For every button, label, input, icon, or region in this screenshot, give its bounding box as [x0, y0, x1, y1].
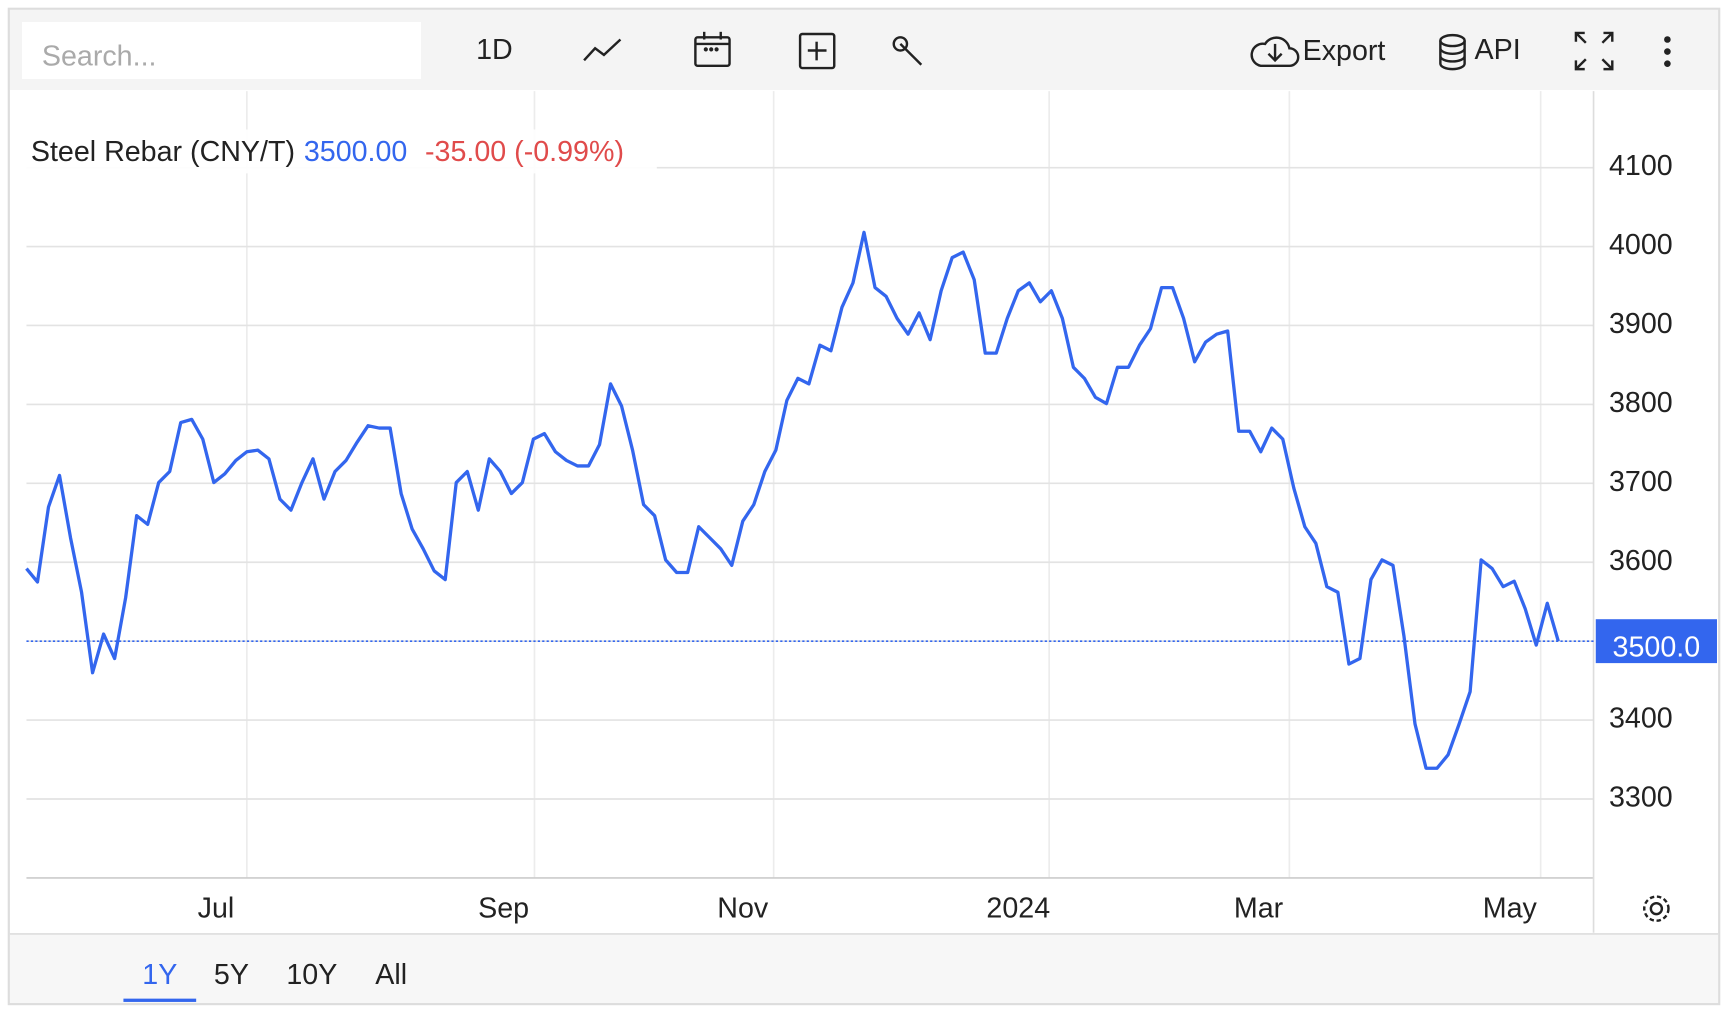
- menu-icon[interactable]: [1664, 36, 1671, 67]
- range-button[interactable]: All: [375, 959, 407, 991]
- fullscreen-icon[interactable]: [1574, 31, 1614, 71]
- api-button[interactable]: API: [1475, 34, 1521, 66]
- settings-icon[interactable]: [1643, 895, 1670, 922]
- x-tick-label: Nov: [717, 892, 769, 924]
- range-button[interactable]: 1Y: [142, 959, 177, 991]
- range-selected-underline: [123, 998, 197, 1002]
- y-tick-label: 3400: [1609, 703, 1673, 735]
- add-icon[interactable]: [798, 32, 836, 70]
- price-tag-label: 3500.0: [1613, 631, 1701, 663]
- x-tick-label: Mar: [1234, 892, 1284, 924]
- x-tick-label: Jul: [198, 892, 235, 924]
- y-tick-label: 3800: [1609, 387, 1673, 419]
- quote-price: 3500.00: [304, 136, 408, 168]
- quote-change: -35.00 (-0.99%): [425, 136, 624, 168]
- calendar-icon[interactable]: •••: [694, 31, 731, 68]
- x-tick-label: Sep: [478, 892, 529, 924]
- price-tag: [1595, 619, 1717, 664]
- svg-text:•••: •••: [703, 42, 719, 59]
- price-line-series: [25, 230, 1560, 770]
- x-tick-label: 2024: [986, 892, 1050, 924]
- search-placeholder[interactable]: Search...: [42, 41, 157, 73]
- range-button[interactable]: 5Y: [214, 959, 249, 991]
- legend-bg: [24, 129, 657, 174]
- api-icon[interactable]: [1439, 33, 1466, 71]
- interval-button[interactable]: 1D: [476, 34, 513, 66]
- y-tick-label: 3600: [1609, 545, 1673, 577]
- y-tick-label: 3700: [1609, 466, 1673, 498]
- search-box[interactable]: [22, 21, 421, 80]
- tools-icon[interactable]: [892, 36, 923, 66]
- y-tick-label: 4000: [1609, 229, 1673, 261]
- y-tick-label: 3300: [1609, 782, 1673, 814]
- y-tick-label: 3900: [1609, 308, 1673, 340]
- legend-name: Steel Rebar (CNY/T): [31, 136, 295, 168]
- export-icon[interactable]: [1250, 36, 1300, 68]
- y-tick-label: 4100: [1609, 150, 1673, 182]
- chart-type-icon[interactable]: [583, 38, 622, 62]
- export-button[interactable]: Export: [1303, 35, 1386, 67]
- range-bar: [9, 933, 1719, 1004]
- range-button[interactable]: 10Y: [286, 959, 337, 991]
- x-tick-label: May: [1483, 892, 1538, 924]
